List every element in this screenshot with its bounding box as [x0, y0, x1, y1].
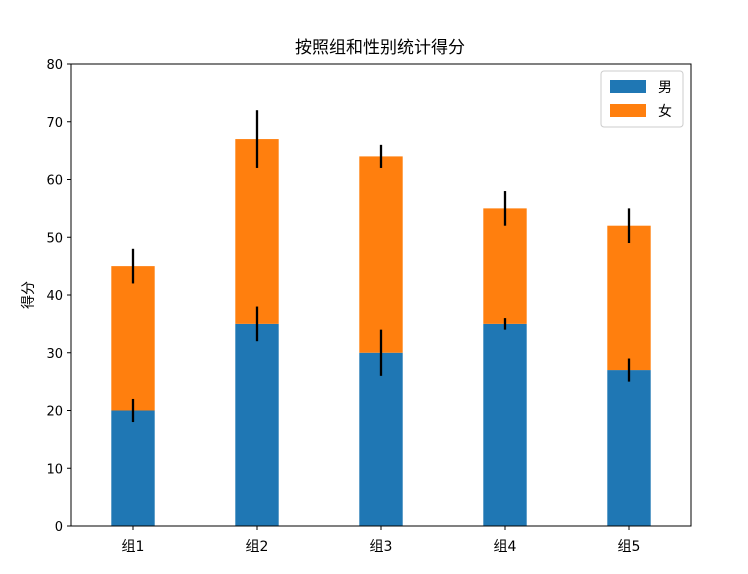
bar-series2-4 [483, 208, 527, 324]
y-tick-label: 20 [46, 405, 63, 420]
legend-swatch-2 [610, 104, 646, 117]
y-tick-label: 10 [46, 462, 63, 477]
bar-series1-4 [483, 323, 527, 526]
y-tick-label: 0 [55, 520, 63, 535]
x-tick-label: 组5 [618, 539, 641, 555]
x-tick-label: 组4 [494, 539, 517, 555]
chart-title: 按照组和性别统计得分 [295, 38, 465, 58]
bar-series1-2 [235, 323, 279, 526]
x-tick-label: 组2 [246, 539, 269, 555]
legend-label-1: 男 [658, 80, 672, 96]
y-axis-label: 得分 [20, 281, 37, 309]
y-tick-label: 40 [46, 289, 63, 304]
y-tick-label: 60 [46, 174, 63, 189]
bar-series2-5 [607, 225, 651, 371]
y-tick-label: 70 [46, 116, 63, 131]
bar-series1-3 [359, 352, 403, 526]
bar-series2-3 [359, 156, 403, 353]
x-tick-label: 组3 [370, 539, 393, 555]
bar-series1-5 [607, 370, 651, 526]
bar-series2-1 [111, 266, 155, 411]
legend: 男女 [600, 70, 684, 128]
legend-swatch-1 [610, 80, 646, 93]
bar-series1-1 [111, 410, 155, 526]
y-tick-label: 80 [46, 58, 63, 73]
plot-area: 0 10 20 30 40 50 60 70 80 组1 组2 组3 组4 组5 [46, 58, 692, 555]
y-tick-label: 50 [46, 231, 63, 246]
bar-series2-2 [235, 139, 279, 324]
legend-label-2: 女 [658, 103, 672, 120]
y-tick-label: 30 [46, 347, 63, 362]
x-tick-label: 组1 [122, 539, 145, 555]
